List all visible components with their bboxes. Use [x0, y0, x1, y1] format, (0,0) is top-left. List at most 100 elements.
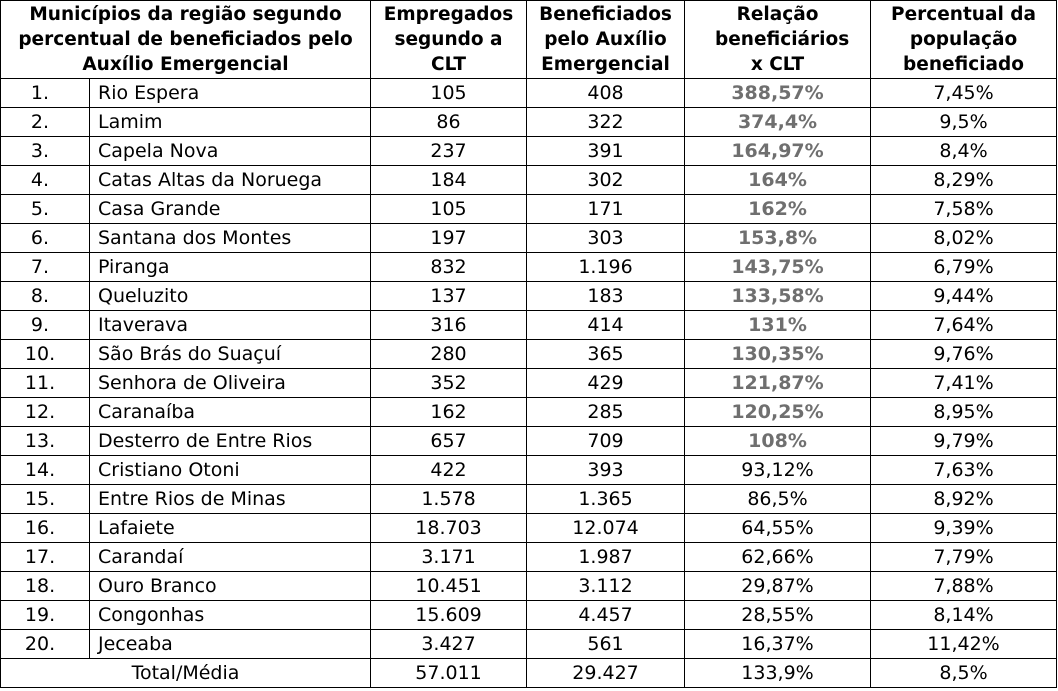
cell-beneficiados: 3.112 — [526, 571, 686, 601]
row-index: 12. — [0, 397, 90, 427]
table-row: 12. Caranaíba 162 285 120,25% 8,95% — [0, 397, 1058, 427]
table-body: 1. Rio Espera 105 408 388,57% 7,45% 2. Lamim 86 3… — [0, 78, 1058, 659]
municipio-name: Lamim — [88, 107, 372, 137]
cell-beneficiados: 1.365 — [526, 484, 686, 514]
cell-relacao: 164,97% — [684, 136, 872, 166]
table-row: 1. Rio Espera 105 408 388,57% 7,45% — [0, 78, 1058, 108]
cell-percentual: 6,79% — [870, 252, 1058, 282]
municipio-name: Capela Nova — [88, 136, 372, 166]
cell-beneficiados: 391 — [526, 136, 686, 166]
municipio-name: Jeceaba — [88, 629, 372, 659]
total-relacao: 133,9% — [684, 658, 872, 688]
cell-relacao: 62,66% — [684, 542, 872, 572]
cell-relacao: 133,58% — [684, 281, 872, 311]
cell-beneficiados: 322 — [526, 107, 686, 137]
cell-empregados-clt: 280 — [370, 339, 528, 369]
cell-empregados-clt: 237 — [370, 136, 528, 166]
table-row: 18. Ouro Branco 10.451 3.112 29,87% 7,88% — [0, 571, 1058, 601]
table-row: 10. São Brás do Suaçuí 280 365 130,35% 9,76% — [0, 339, 1058, 369]
header-row: Municípios da região segundo percentual … — [0, 0, 1058, 79]
table-row: 6. Santana dos Montes 197 303 153,8% 8,02% — [0, 223, 1058, 253]
cell-beneficiados: 12.074 — [526, 513, 686, 543]
cell-beneficiados: 171 — [526, 194, 686, 224]
cell-percentual: 9,44% — [870, 281, 1058, 311]
row-index: 18. — [0, 571, 90, 601]
cell-relacao: 29,87% — [684, 571, 872, 601]
cell-percentual: 8,02% — [870, 223, 1058, 253]
row-index: 6. — [0, 223, 90, 253]
municipio-name: Piranga — [88, 252, 372, 282]
cell-beneficiados: 4.457 — [526, 600, 686, 630]
table-row: 17. Carandaí 3.171 1.987 62,66% 7,79% — [0, 542, 1058, 572]
cell-percentual: 9,5% — [870, 107, 1058, 137]
table-row: 7. Piranga 832 1.196 143,75% 6,79% — [0, 252, 1058, 282]
cell-relacao: 143,75% — [684, 252, 872, 282]
cell-empregados-clt: 352 — [370, 368, 528, 398]
cell-relacao: 374,4% — [684, 107, 872, 137]
municipio-name: Queluzito — [88, 281, 372, 311]
cell-empregados-clt: 10.451 — [370, 571, 528, 601]
table-row: 11. Senhora de Oliveira 352 429 121,87% 7,41% — [0, 368, 1058, 398]
row-index: 3. — [0, 136, 90, 166]
row-index: 8. — [0, 281, 90, 311]
cell-beneficiados: 285 — [526, 397, 686, 427]
cell-beneficiados: 303 — [526, 223, 686, 253]
cell-relacao: 120,25% — [684, 397, 872, 427]
cell-percentual: 7,79% — [870, 542, 1058, 572]
table-row: 3. Capela Nova 237 391 164,97% 8,4% — [0, 136, 1058, 166]
row-index: 4. — [0, 165, 90, 195]
cell-relacao: 28,55% — [684, 600, 872, 630]
table-row: 4. Catas Altas da Noruega 184 302 164% 8,29% — [0, 165, 1058, 195]
cell-relacao: 86,5% — [684, 484, 872, 514]
municipio-name: Ouro Branco — [88, 571, 372, 601]
cell-percentual: 7,64% — [870, 310, 1058, 340]
cell-empregados-clt: 3.171 — [370, 542, 528, 572]
municipio-name: Caranaíba — [88, 397, 372, 427]
cell-empregados-clt: 18.703 — [370, 513, 528, 543]
header-beneficiados: Beneficiados pelo Auxílio Emergencial — [526, 0, 686, 79]
cell-empregados-clt: 3.427 — [370, 629, 528, 659]
row-index: 17. — [0, 542, 90, 572]
cell-percentual: 7,88% — [870, 571, 1058, 601]
cell-percentual: 7,63% — [870, 455, 1058, 485]
municipio-name: Carandaí — [88, 542, 372, 572]
municipio-name: Senhora de Oliveira — [88, 368, 372, 398]
cell-percentual: 8,29% — [870, 165, 1058, 195]
table-row: 20. Jeceaba 3.427 561 16,37% 11,42% — [0, 629, 1058, 659]
row-index: 14. — [0, 455, 90, 485]
total-beneficiados: 29.427 — [526, 658, 686, 688]
table-row: 14. Cristiano Otoni 422 393 93,12% 7,63% — [0, 455, 1058, 485]
table-row: 15. Entre Rios de Minas 1.578 1.365 86,5% 8,9… — [0, 484, 1058, 514]
cell-beneficiados: 414 — [526, 310, 686, 340]
row-index: 5. — [0, 194, 90, 224]
cell-relacao: 130,35% — [684, 339, 872, 369]
cell-percentual: 7,41% — [870, 368, 1058, 398]
municipio-name: Itaverava — [88, 310, 372, 340]
cell-percentual: 8,14% — [870, 600, 1058, 630]
cell-percentual: 8,95% — [870, 397, 1058, 427]
cell-beneficiados: 1.987 — [526, 542, 686, 572]
cell-relacao: 108% — [684, 426, 872, 456]
cell-relacao: 388,57% — [684, 78, 872, 108]
cell-relacao: 93,12% — [684, 455, 872, 485]
cell-percentual: 9,76% — [870, 339, 1058, 369]
cell-relacao: 64,55% — [684, 513, 872, 543]
header-empregados-clt: Empregados segundo a CLT — [370, 0, 528, 79]
cell-empregados-clt: 137 — [370, 281, 528, 311]
row-index: 11. — [0, 368, 90, 398]
cell-relacao: 131% — [684, 310, 872, 340]
total-row: Total/Média 57.011 29.427 133,9% 8,5% — [0, 658, 1058, 688]
cell-relacao: 153,8% — [684, 223, 872, 253]
cell-beneficiados: 429 — [526, 368, 686, 398]
table-row: 19. Congonhas 15.609 4.457 28,55% 8,14% — [0, 600, 1058, 630]
municipio-name: São Brás do Suaçuí — [88, 339, 372, 369]
cell-empregados-clt: 316 — [370, 310, 528, 340]
cell-relacao: 164% — [684, 165, 872, 195]
row-index: 2. — [0, 107, 90, 137]
table-row: 8. Queluzito 137 183 133,58% 9,44% — [0, 281, 1058, 311]
cell-percentual: 7,45% — [870, 78, 1058, 108]
cell-beneficiados: 365 — [526, 339, 686, 369]
row-index: 19. — [0, 600, 90, 630]
row-index: 16. — [0, 513, 90, 543]
table-row: 2. Lamim 86 322 374,4% 9,5% — [0, 107, 1058, 137]
